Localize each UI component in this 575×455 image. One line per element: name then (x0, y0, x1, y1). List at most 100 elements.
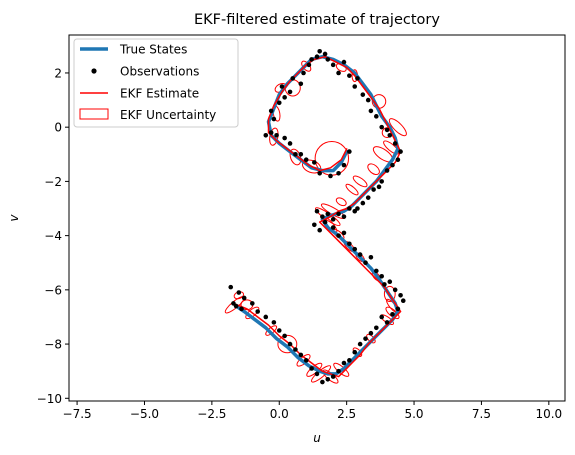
legend-swatch-ekf-uncertainty (79, 108, 109, 120)
y-tick-label-0: 2 (54, 66, 62, 80)
uncertainty-ellipse-37 (277, 334, 298, 354)
y-tick-label-4: −6 (44, 283, 62, 297)
observation-point-22 (301, 70, 306, 76)
observation-point-54 (347, 206, 352, 211)
uncertainty-ellipse-18 (335, 197, 347, 207)
observation-point-1 (341, 162, 347, 168)
observation-point-111 (228, 284, 234, 290)
observation-point-0 (347, 149, 352, 154)
observation-point-51 (360, 200, 366, 206)
observation-point-61 (312, 222, 317, 228)
observation-point-86 (357, 341, 363, 347)
observation-point-4 (317, 170, 322, 176)
observation-point-105 (250, 301, 255, 306)
observation-point-63 (322, 219, 328, 225)
series-line-ekf-estimate (232, 55, 402, 378)
observation-point-16 (276, 100, 282, 106)
observation-point-25 (314, 54, 320, 59)
legend-swatch-observations (91, 68, 97, 74)
plot-frame (68, 34, 566, 402)
observation-point-13 (263, 133, 269, 138)
observation-point-23 (306, 62, 312, 68)
observation-point-33 (352, 84, 358, 89)
observation-point-26 (317, 48, 322, 54)
observation-point-88 (347, 358, 352, 363)
observation-point-64 (330, 225, 336, 230)
y-tick-label-6: −10 (37, 392, 62, 406)
observation-point-34 (355, 76, 360, 81)
x-axis: −7.5 −5.0 −2.5 0.0 2.5 5.0 7.5 10.0 (63, 401, 562, 421)
plot-area (68, 34, 566, 402)
observation-point-35 (360, 92, 366, 97)
observation-point-106 (241, 295, 247, 301)
observation-point-60 (314, 208, 320, 214)
observation-point-10 (282, 135, 287, 141)
legend-label-true-states: True States (119, 43, 187, 57)
y-tick-label-3: −4 (44, 229, 62, 243)
observation-point-84 (368, 330, 374, 336)
x-tick-label-2: −2.5 (197, 407, 226, 421)
observation-point-95 (309, 366, 314, 371)
observation-point-40 (384, 127, 390, 133)
observation-point-15 (268, 108, 274, 114)
observation-points (228, 48, 406, 385)
observation-point-109 (239, 306, 244, 312)
observation-point-82 (379, 314, 384, 320)
observation-point-8 (293, 151, 298, 157)
observation-point-79 (395, 306, 401, 312)
observation-point-9 (287, 141, 293, 146)
observation-point-3 (328, 173, 333, 179)
x-tick-label-6: 7.5 (472, 407, 491, 421)
observation-point-5 (312, 160, 317, 165)
observation-point-73 (379, 273, 384, 279)
observation-point-12 (268, 130, 274, 135)
observation-point-70 (363, 260, 368, 266)
x-tick-label-1: −5.0 (130, 407, 159, 421)
legend-label-ekf-uncertainty: EKF Uncertainty (120, 108, 216, 122)
observation-point-18 (279, 84, 285, 89)
observation-point-99 (287, 341, 293, 347)
legend-label-ekf-estimate: EKF Estimate (120, 87, 199, 101)
observation-point-85 (363, 336, 368, 341)
observation-point-46 (384, 168, 390, 173)
observation-point-107 (236, 290, 242, 295)
observation-point-45 (390, 162, 395, 168)
observation-point-41 (387, 133, 393, 138)
observation-point-36 (365, 97, 371, 103)
observation-point-92 (325, 377, 331, 382)
uncertainty-ellipse-13 (383, 140, 400, 155)
observation-point-57 (330, 217, 336, 222)
observation-point-83 (374, 325, 379, 331)
observation-point-104 (255, 309, 260, 314)
observation-point-98 (293, 347, 298, 352)
observation-point-14 (271, 116, 277, 122)
observation-point-27 (322, 51, 328, 57)
series-lines (232, 54, 402, 378)
observation-point-28 (325, 57, 331, 62)
observation-point-66 (341, 230, 347, 236)
x-tick-label-5: 5.0 (404, 407, 423, 421)
observation-point-30 (336, 70, 341, 76)
observation-point-100 (282, 333, 287, 339)
observation-point-89 (341, 360, 347, 366)
observation-point-96 (303, 358, 309, 363)
uncertainty-ellipse-26 (383, 285, 396, 303)
observation-point-7 (298, 151, 304, 157)
observation-point-43 (398, 149, 403, 154)
observation-point-74 (382, 282, 387, 287)
x-axis-label: u (313, 431, 321, 445)
uncertainty-ellipse-30 (366, 333, 376, 344)
observation-point-19 (287, 89, 293, 95)
observation-point-2 (336, 170, 341, 176)
chart-title: EKF-filtered estimate of trajectory (194, 12, 440, 28)
uncertainty-ellipse-15 (367, 163, 380, 176)
observation-point-78 (400, 298, 406, 303)
observation-point-62 (317, 227, 322, 233)
uncertainty-ellipse-12 (388, 118, 407, 137)
uncertainty-ellipse-28 (385, 306, 400, 320)
observation-point-65 (336, 233, 341, 238)
observation-point-6 (303, 157, 309, 163)
observation-point-17 (282, 95, 287, 100)
observation-point-49 (371, 187, 376, 192)
